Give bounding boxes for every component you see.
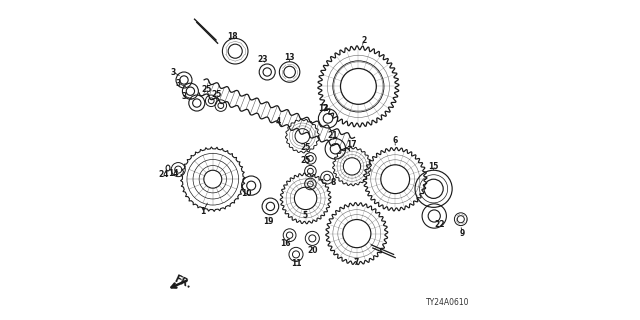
Text: 4: 4 bbox=[276, 117, 281, 126]
Text: 2: 2 bbox=[362, 36, 367, 44]
Text: 12: 12 bbox=[318, 104, 328, 113]
Text: 9: 9 bbox=[460, 229, 465, 238]
Text: 13: 13 bbox=[284, 53, 295, 62]
Text: 6: 6 bbox=[392, 136, 398, 145]
Text: 24: 24 bbox=[158, 170, 168, 179]
Text: 23: 23 bbox=[258, 55, 268, 64]
Text: 25: 25 bbox=[201, 85, 212, 94]
Text: 8: 8 bbox=[330, 178, 335, 187]
Text: 10: 10 bbox=[241, 189, 252, 198]
Text: 7: 7 bbox=[353, 258, 358, 267]
Text: 20: 20 bbox=[307, 246, 317, 255]
Text: 15: 15 bbox=[428, 162, 439, 171]
Text: 22: 22 bbox=[435, 220, 445, 229]
Text: TY24A0610: TY24A0610 bbox=[426, 298, 470, 307]
Text: 3: 3 bbox=[181, 92, 187, 100]
Text: 25: 25 bbox=[212, 90, 222, 99]
Text: 3: 3 bbox=[176, 79, 181, 88]
Text: 19: 19 bbox=[264, 217, 274, 226]
Text: 17: 17 bbox=[346, 140, 356, 149]
Text: 14: 14 bbox=[168, 169, 179, 178]
Text: 25: 25 bbox=[300, 156, 311, 164]
Text: 3: 3 bbox=[170, 68, 175, 76]
Text: 25: 25 bbox=[300, 143, 311, 152]
Text: 11: 11 bbox=[291, 260, 301, 268]
Text: 18: 18 bbox=[227, 32, 237, 41]
Text: FR.: FR. bbox=[173, 274, 193, 291]
Text: 1: 1 bbox=[200, 207, 206, 216]
Text: 16: 16 bbox=[280, 239, 291, 248]
Text: 21: 21 bbox=[327, 131, 337, 140]
Text: 5: 5 bbox=[302, 212, 307, 220]
